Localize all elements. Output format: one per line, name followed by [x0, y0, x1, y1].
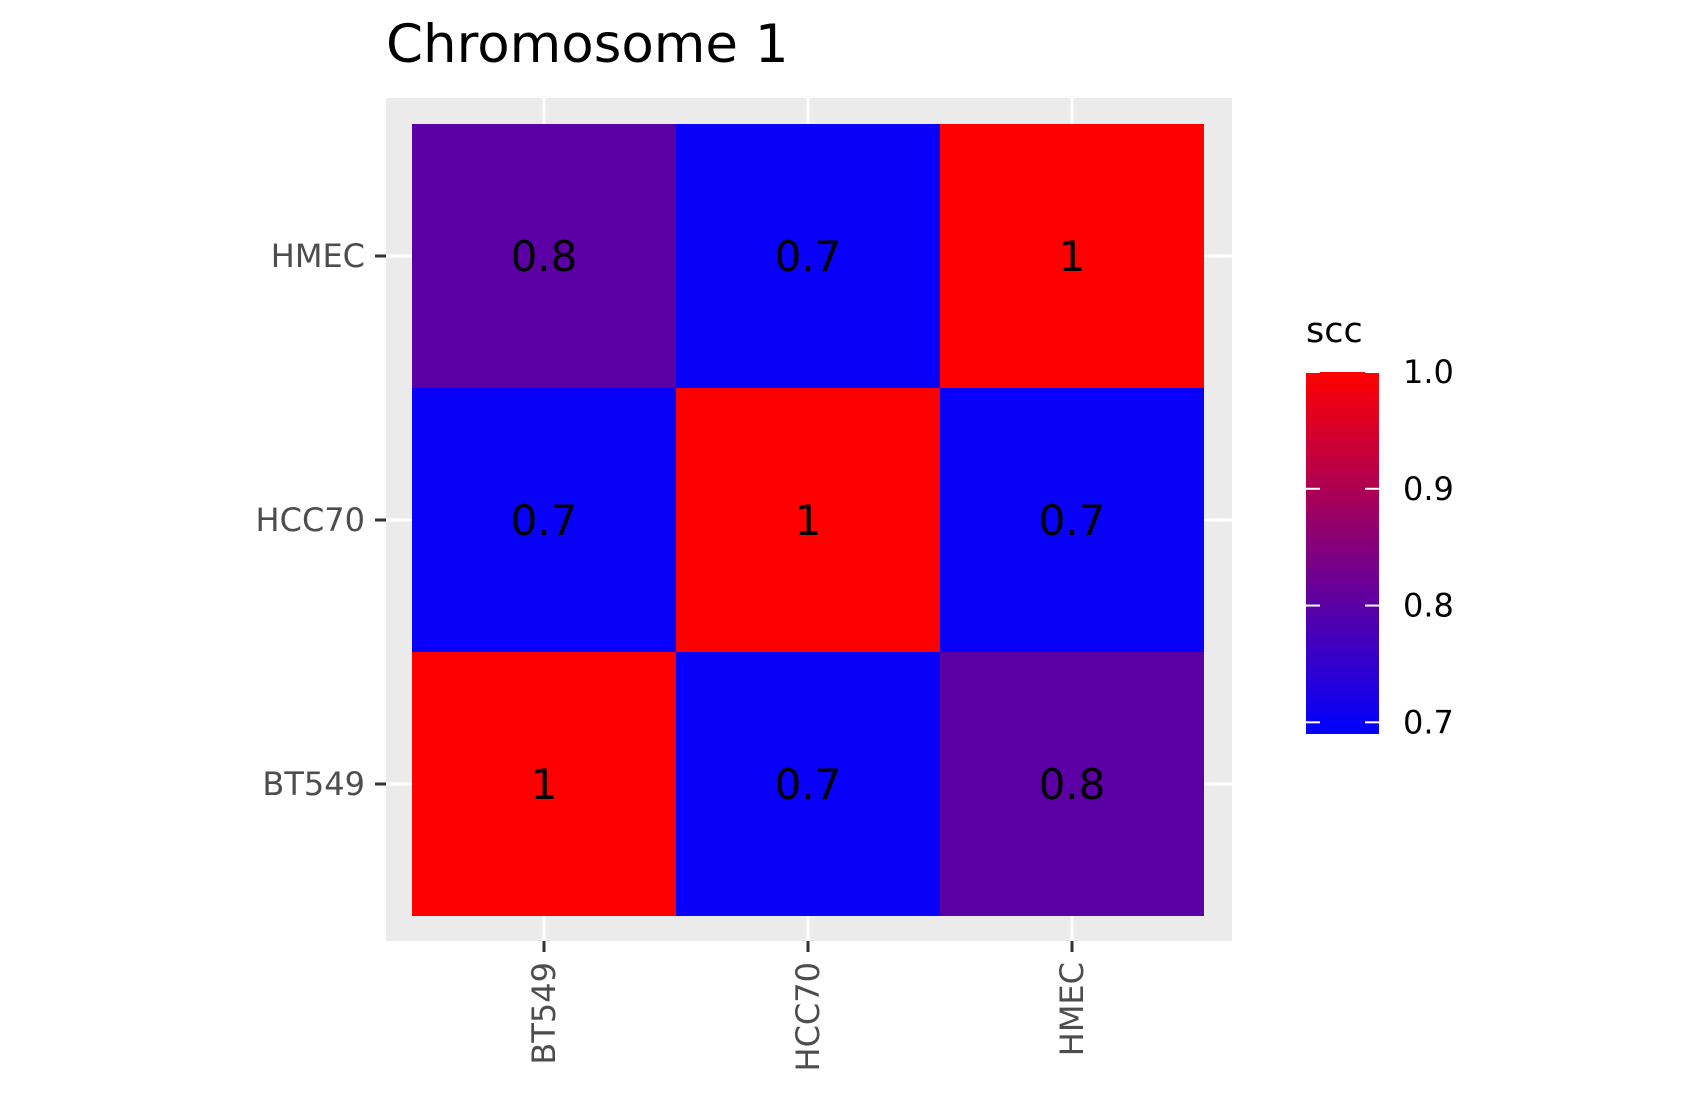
cell-value-label: 0.7	[775, 232, 842, 281]
legend-tick-label: 1.0	[1403, 353, 1454, 391]
y-axis-tick-label: HCC70	[256, 501, 365, 539]
legend-tick-label: 0.7	[1403, 703, 1454, 741]
heatmap-cells	[412, 124, 1204, 916]
legend-title: scc	[1306, 311, 1363, 351]
cell-value-label: 1	[795, 496, 822, 545]
x-axis-tick-label: HCC70	[789, 962, 827, 1071]
heatmap-cell	[676, 124, 940, 388]
heatmap-cell	[940, 652, 1204, 916]
x-axis-tick-label: BT549	[525, 962, 563, 1065]
cell-value-label: 0.8	[511, 232, 578, 281]
heatmap-cell	[940, 388, 1204, 652]
cell-value-label: 0.7	[1039, 496, 1106, 545]
cell-value-label: 0.7	[511, 496, 578, 545]
heatmap-cell	[412, 652, 676, 916]
legend-colorbar	[1306, 372, 1379, 734]
legend-tick-label: 0.9	[1403, 470, 1454, 508]
cell-value-labels: 1 0.7 0.8 0.7 1 0.7 0.8 0.7 1	[511, 232, 1106, 809]
cell-value-label: 0.8	[1039, 760, 1106, 809]
cell-value-label: 0.7	[775, 760, 842, 809]
heatmap-cell	[412, 388, 676, 652]
heatmap-cell	[676, 388, 940, 652]
x-axis-tick-label: HMEC	[1053, 962, 1091, 1056]
heatmap-cell	[940, 124, 1204, 388]
y-axis-tick-label: HMEC	[271, 237, 365, 275]
x-axis: BT549 HCC70 HMEC	[525, 941, 1091, 1071]
y-axis-tick-label: BT549	[262, 765, 365, 803]
legend-tick-label: 0.8	[1403, 587, 1454, 625]
chart-title: Chromosome 1	[386, 14, 789, 75]
legend: scc 1.0 0.9 0.8 0.7	[1306, 311, 1454, 741]
y-axis: BT549 HCC70 HMEC	[256, 237, 386, 803]
heatmap-cell	[412, 124, 676, 388]
cell-value-label: 1	[531, 760, 558, 809]
cell-value-label: 1	[1059, 232, 1086, 281]
heatmap-cell	[676, 652, 940, 916]
